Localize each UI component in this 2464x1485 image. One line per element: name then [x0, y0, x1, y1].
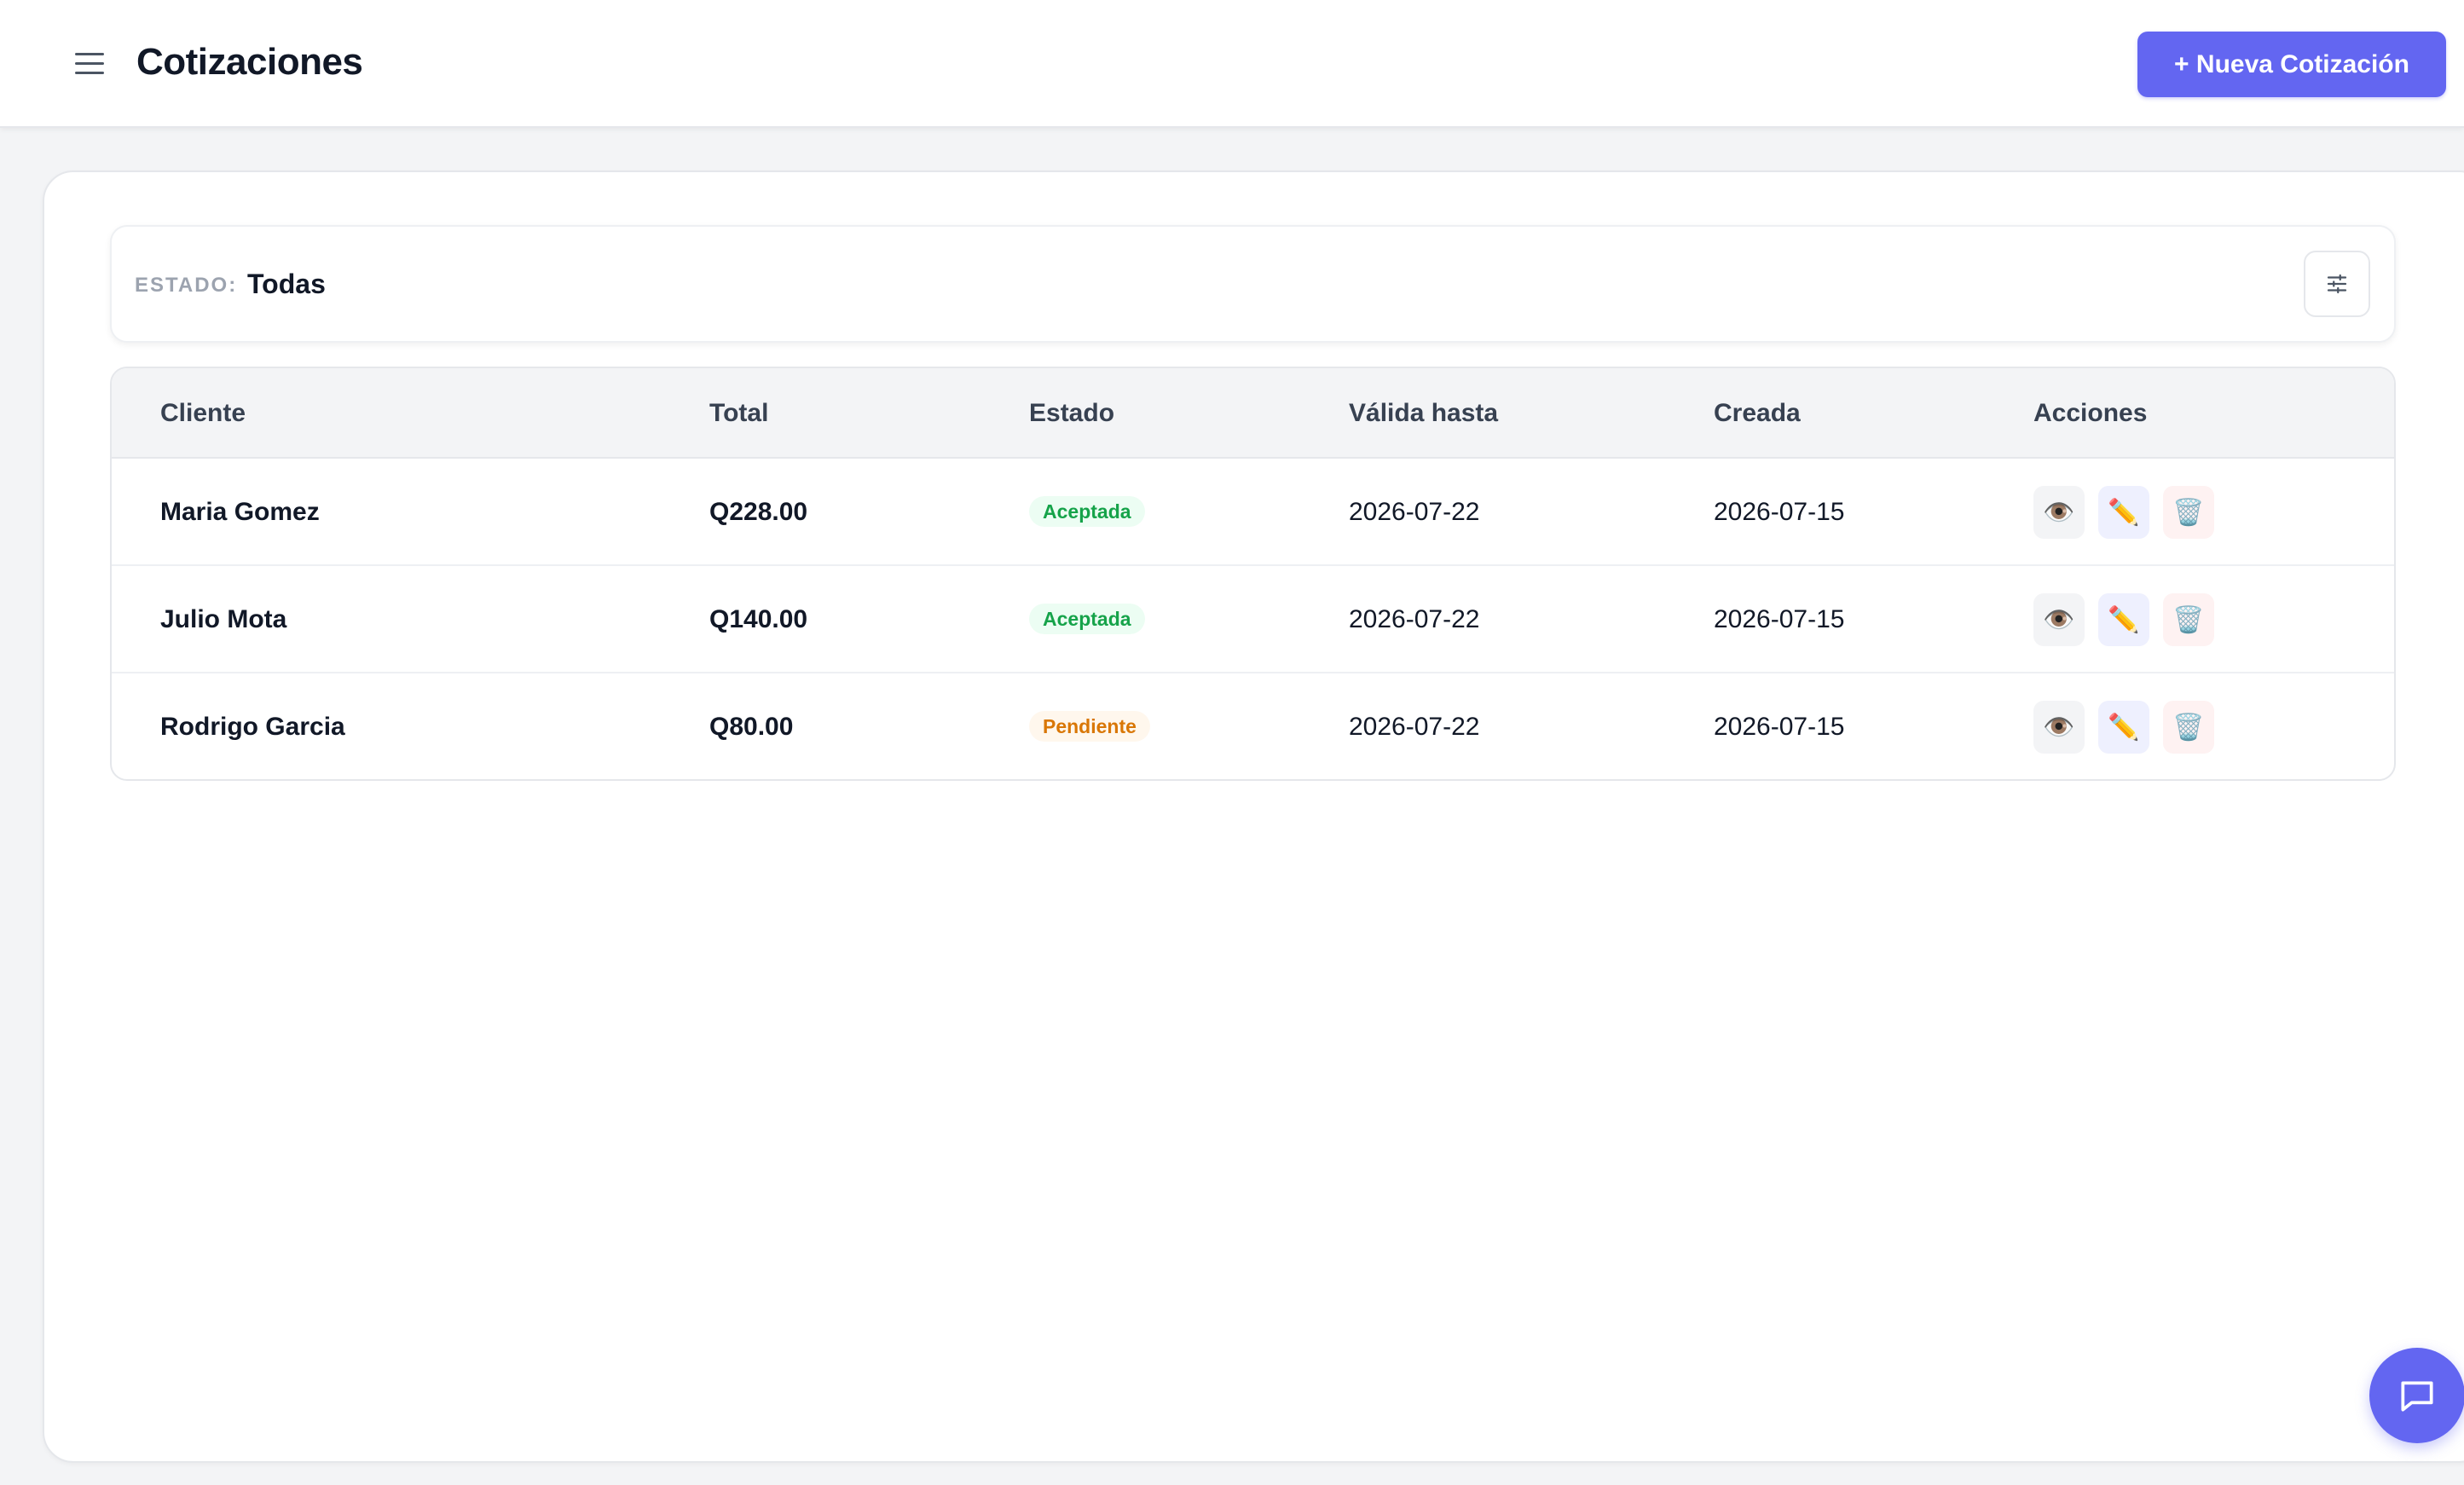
status-filter-label: ESTADO: — [135, 274, 238, 297]
delete-trash-icon[interactable]: 🗑️ — [2163, 486, 2214, 539]
column-header-cliente: Cliente — [160, 399, 246, 427]
new-quote-button[interactable]: + Nueva Cotización — [2137, 32, 2446, 97]
column-header-valida-hasta: Válida hasta — [1349, 399, 1499, 427]
cell-cliente: Rodrigo Garcia — [160, 713, 345, 741]
view-eye-icon[interactable]: 👁️ — [2033, 593, 2085, 646]
cell-creada: 2026-07-15 — [1714, 713, 1845, 741]
sliders-icon — [2327, 274, 2347, 294]
cell-valida-hasta: 2026-07-22 — [1349, 713, 1480, 741]
column-header-estado: Estado — [1029, 399, 1115, 427]
edit-pencil-icon[interactable]: ✏️ — [2098, 701, 2149, 754]
filter-toggle-button[interactable] — [2304, 251, 2370, 317]
column-header-total: Total — [709, 399, 769, 427]
cell-valida-hasta: 2026-07-22 — [1349, 605, 1480, 633]
cell-total: Q80.00 — [709, 713, 794, 741]
status-badge: Aceptada — [1029, 496, 1145, 527]
cell-creada: 2026-07-15 — [1714, 498, 1845, 526]
quotes-table: Cliente Total Estado Válida hasta Creada… — [110, 367, 2396, 781]
column-header-acciones: Acciones — [2033, 399, 2148, 427]
view-eye-icon[interactable]: 👁️ — [2033, 486, 2085, 539]
column-header-creada: Creada — [1714, 399, 1801, 427]
cell-cliente: Julio Mota — [160, 605, 287, 633]
chat-bubble-icon — [2401, 1381, 2433, 1412]
status-badge: Aceptada — [1029, 604, 1145, 634]
cell-cliente: Maria Gomez — [160, 498, 320, 526]
page-title: Cotizaciones — [136, 41, 363, 83]
delete-trash-icon[interactable]: 🗑️ — [2163, 593, 2214, 646]
filter-bar — [110, 225, 2396, 343]
edit-pencil-icon[interactable]: ✏️ — [2098, 486, 2149, 539]
status-badge: Pendiente — [1029, 711, 1150, 742]
table-row: Maria Gomez Q228.00 Aceptada 2026-07-22 … — [112, 459, 2394, 566]
top-bar: Cotizaciones + Nueva Cotización — [0, 0, 2464, 128]
edit-pencil-icon[interactable]: ✏️ — [2098, 593, 2149, 646]
cell-total: Q140.00 — [709, 605, 808, 633]
cell-valida-hasta: 2026-07-22 — [1349, 498, 1480, 526]
table-header: Cliente Total Estado Válida hasta Creada… — [112, 368, 2394, 459]
chat-button[interactable] — [2369, 1348, 2464, 1443]
main-card — [43, 170, 2464, 1463]
view-eye-icon[interactable]: 👁️ — [2033, 701, 2085, 754]
hamburger-menu-icon[interactable] — [72, 49, 109, 78]
table-row: Julio Mota Q140.00 Aceptada 2026-07-22 2… — [112, 566, 2394, 673]
status-filter-value[interactable]: Todas — [247, 269, 326, 299]
delete-trash-icon[interactable]: 🗑️ — [2163, 701, 2214, 754]
cell-creada: 2026-07-15 — [1714, 605, 1845, 633]
table-row: Rodrigo Garcia Q80.00 Pendiente 2026-07-… — [112, 673, 2394, 779]
cell-total: Q228.00 — [709, 498, 808, 526]
